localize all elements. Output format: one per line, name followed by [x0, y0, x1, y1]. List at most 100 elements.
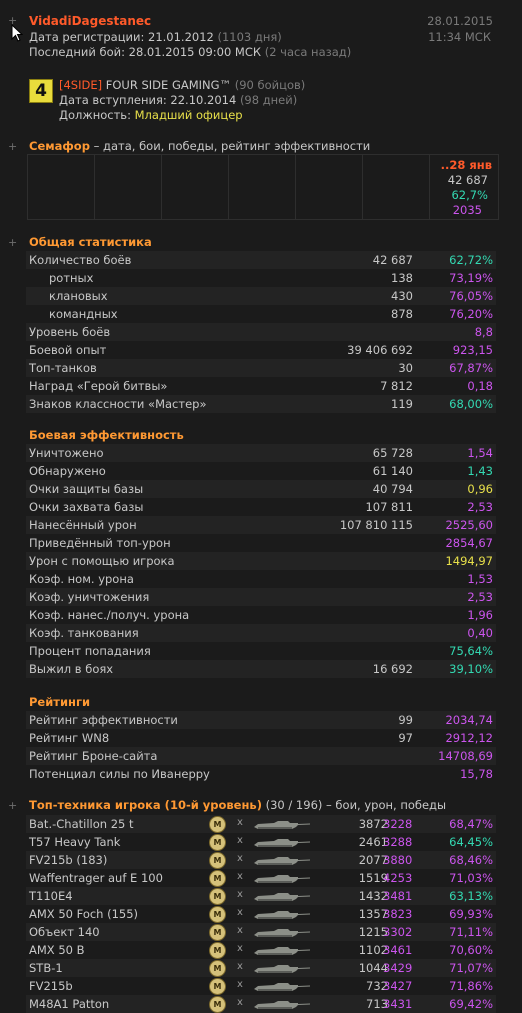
stat-row: командных 878 76,20%: [26, 305, 496, 323]
stat-percent: 1,43: [467, 464, 493, 478]
tank-name[interactable]: FV215b (183): [29, 853, 108, 867]
stat-value: 107 811: [365, 500, 413, 514]
stat-row: Очки захвата базы 107 811 2,53: [26, 498, 496, 516]
tank-winrate: 69,93%: [449, 907, 493, 921]
tank-damage: 3288: [383, 835, 413, 849]
stat-label: Процент попадания: [29, 644, 151, 658]
tank-battles: 1102: [358, 943, 388, 957]
stat-label: ротных: [49, 271, 94, 285]
tank-damage: 3429: [383, 961, 413, 975]
tank-name[interactable]: AMX 50 B: [29, 943, 85, 957]
clan-joined-days: (98 дней): [239, 93, 298, 107]
semaphore-rating: 2035: [452, 203, 482, 217]
stat-row: Коэф. уничтожения 2,53: [26, 588, 496, 606]
stat-value: 61 140: [372, 464, 413, 478]
tanks-title: Топ-техника игрока (10-й уровень): [29, 798, 262, 812]
stat-label: Приведённый топ-урон: [29, 536, 171, 550]
tank-battles: 2461: [358, 835, 388, 849]
tank-battles: 732: [366, 979, 388, 993]
stat-label: командных: [49, 307, 118, 321]
clan-position-label: Должность:: [59, 108, 131, 122]
stat-value: 107 810 115: [339, 518, 413, 532]
mastery-badge-icon: M: [209, 906, 226, 923]
clan-logo[interactable]: 4: [29, 79, 53, 103]
tank-battles: 1357: [358, 907, 388, 921]
stat-value: 878: [391, 307, 413, 321]
last-battle-line: Последний бой: 28.01.2015 09:00 МСК (2 ч…: [29, 45, 351, 59]
stat-value: 42 687: [372, 253, 413, 267]
tank-name[interactable]: Waffentrager auf E 100: [29, 871, 163, 885]
expand-icon[interactable]: +: [8, 140, 18, 153]
stat-label: Потенциал силы по Иванерру: [29, 767, 210, 781]
tank-name[interactable]: Bat.-Chatillon 25 t: [29, 817, 134, 831]
stat-percent: 62,72%: [449, 253, 493, 267]
expand-icon[interactable]: +: [8, 236, 18, 249]
tank-damage: 3823: [383, 907, 413, 921]
stat-row: Коэф. танкования 0,40: [26, 624, 496, 642]
tank-damage: 3880: [383, 853, 413, 867]
tanks-subtitle: – бои, урон, победы: [326, 798, 447, 812]
tank-name[interactable]: Объект 140: [29, 925, 100, 939]
tanks-count: (30 / 196): [265, 798, 323, 812]
expand-icon[interactable]: +: [8, 799, 18, 812]
mastery-badge-icon: M: [209, 960, 226, 977]
stat-label: Коэф. ном. урона: [29, 572, 134, 586]
tank-name[interactable]: AMX 50 Foch (155): [29, 907, 139, 921]
stat-percent: 76,20%: [449, 307, 493, 321]
clan-position: Младший офицер: [134, 108, 243, 122]
tank-battles: 1432: [358, 889, 388, 903]
last-battle: Последний бой: 28.01.2015 09:00 МСК: [29, 45, 262, 59]
tank-battles: 3872: [358, 817, 388, 831]
tank-winrate: 68,46%: [449, 853, 493, 867]
clan-joined: Дата вступления: 22.10.2014: [59, 93, 237, 107]
stat-label: Уничтожено: [29, 446, 104, 460]
tank-icon: [254, 947, 310, 955]
semaphore-header: Семафор – дата, бои, победы, рейтинг эфф…: [29, 139, 370, 153]
tank-name[interactable]: FV215b: [29, 979, 73, 993]
tank-name[interactable]: T110E4: [29, 889, 73, 903]
stat-percent: 1,96: [467, 608, 493, 622]
stat-row: Боевой опыт 39 406 692 923,15: [26, 341, 496, 359]
stat-percent: 15,78: [460, 767, 493, 781]
stat-percent: 75,64%: [449, 644, 493, 658]
stat-label: Коэф. нанес./получ. урона: [29, 608, 190, 622]
stat-label: Очки защиты базы: [29, 482, 144, 496]
mastery-badge-icon: M: [209, 834, 226, 851]
stat-row: Уровень боёв 8,8: [26, 323, 496, 341]
expand-icon[interactable]: +: [8, 14, 18, 27]
stat-label: Рейтинг эффективности: [29, 713, 178, 727]
tank-name[interactable]: M48A1 Patton: [29, 997, 110, 1011]
clan-line: [4SIDE] FOUR SIDE GAMING™ (90 бойцов): [59, 78, 305, 92]
stat-label: Знаков классности «Мастер»: [29, 397, 207, 411]
tank-icon: [254, 929, 310, 937]
tank-winrate: 68,47%: [449, 817, 493, 831]
tank-icon: [254, 983, 310, 991]
tank-icon: [254, 1001, 310, 1009]
registration-line: Дата регистрации: 21.01.2012 (1103 дня): [29, 30, 282, 44]
stat-label: Коэф. уничтожения: [29, 590, 150, 604]
tank-name[interactable]: STB-1: [29, 961, 63, 975]
stat-label: Урон с помощью игрока: [29, 554, 175, 568]
stat-label: Коэф. танкования: [29, 626, 139, 640]
player-name[interactable]: VidadiDagestanec: [29, 14, 152, 28]
tank-damage: 3228: [383, 817, 413, 831]
clan-tag[interactable]: [4SIDE]: [59, 78, 103, 92]
stat-percent: 39,10%: [449, 662, 493, 676]
stat-percent: 2525,60: [445, 518, 493, 532]
clan-position-line: Должность: Младший офицер: [59, 108, 243, 122]
stat-percent: 68,00%: [449, 397, 493, 411]
tank-icon: [254, 857, 310, 865]
tank-name[interactable]: T57 Heavy Tank: [29, 835, 121, 849]
tank-icon: [254, 911, 310, 919]
